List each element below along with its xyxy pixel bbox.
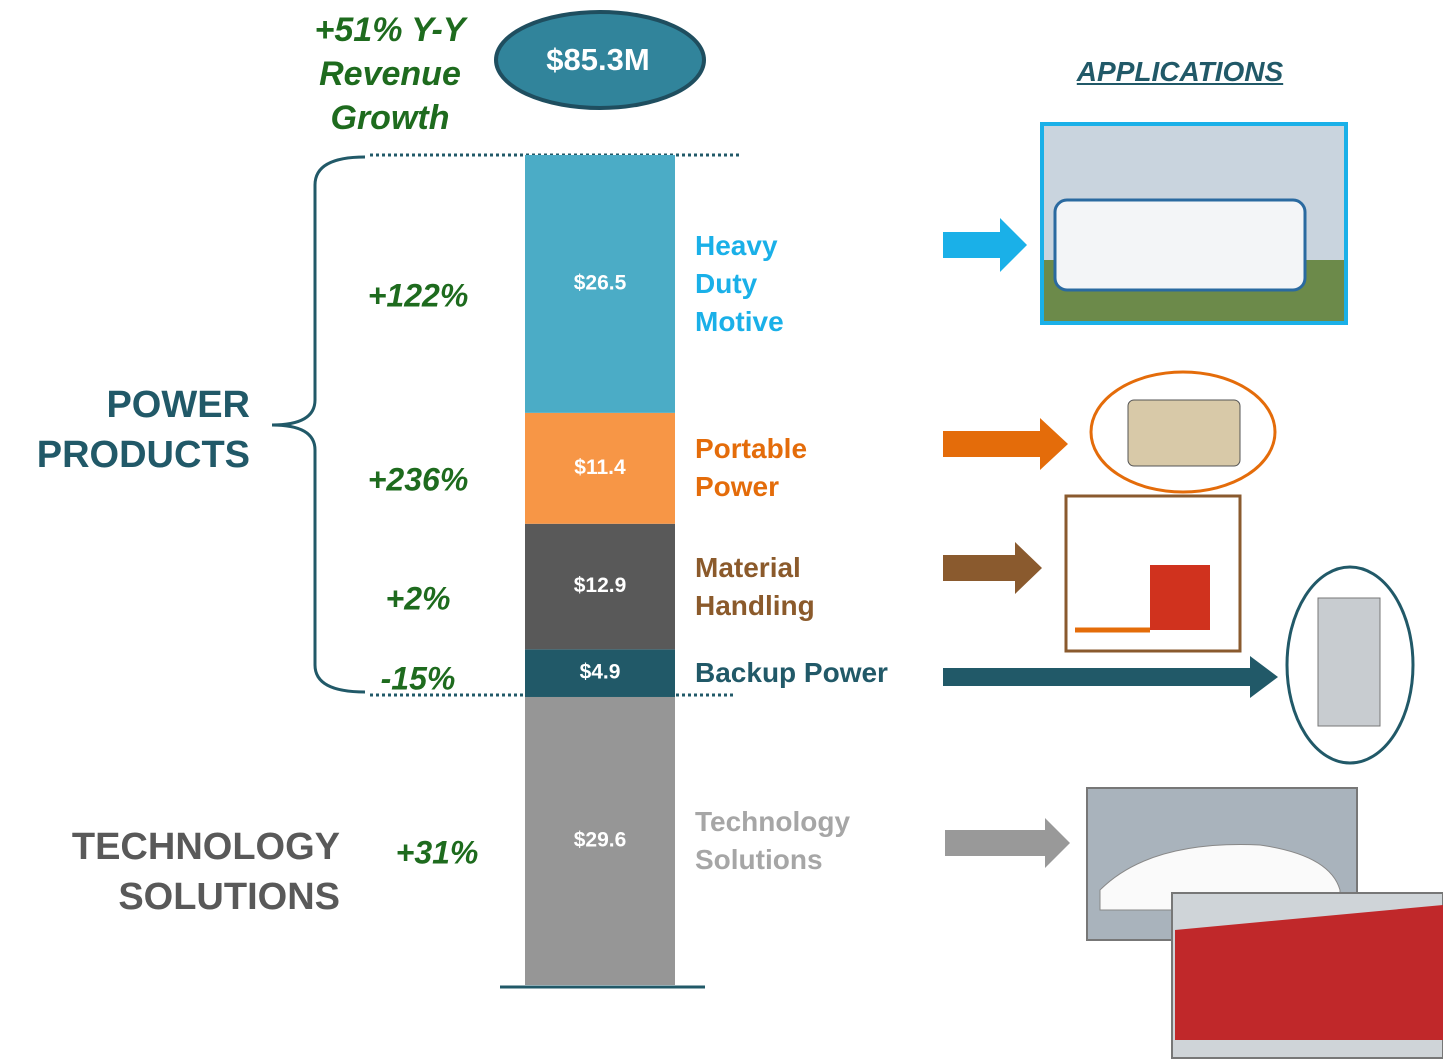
group-label: POWER PRODUCTS bbox=[36, 384, 250, 476]
value-label: $26.5 bbox=[574, 271, 627, 294]
bar-segment bbox=[525, 155, 675, 413]
total-bubble bbox=[494, 10, 706, 110]
arrow bbox=[943, 418, 1068, 470]
segment-label: Material Handling bbox=[695, 551, 815, 621]
growth-label: +236% bbox=[367, 461, 469, 498]
bar-segment bbox=[525, 696, 675, 985]
growth-label: +2% bbox=[385, 580, 451, 617]
segment-label: Backup Power bbox=[695, 657, 888, 689]
bar-segment bbox=[525, 523, 675, 650]
segment-label: Technology Solutions bbox=[695, 805, 851, 875]
portable-device bbox=[1127, 399, 1241, 467]
group-label: TECHNOLOGY SOLUTIONS bbox=[71, 826, 340, 918]
stacked-bar: $29.6 $4.9 $12.9 $11.4 $26.5 bbox=[525, 155, 675, 985]
segment-label: Portable Power bbox=[695, 433, 808, 503]
bracket bbox=[271, 155, 366, 694]
value-label: $29.6 bbox=[574, 829, 627, 852]
value-label: $11.4 bbox=[574, 456, 626, 479]
segment-label: Heavy Duty Motive bbox=[695, 229, 784, 337]
tram-body bbox=[1175, 905, 1443, 1040]
growth-headline: +51% Y-Y Revenue Growth bbox=[314, 11, 466, 137]
value-label: $12.9 bbox=[574, 574, 627, 597]
arrow bbox=[945, 818, 1070, 868]
applications-heading: APPLICATIONS bbox=[1076, 56, 1284, 87]
arrow bbox=[943, 218, 1027, 272]
growth-label: -15% bbox=[380, 660, 456, 697]
total: $85.3M bbox=[546, 42, 649, 77]
backup-cabinet bbox=[1317, 597, 1381, 727]
value-label: $4.9 bbox=[580, 661, 621, 684]
growth-label: +31% bbox=[395, 834, 479, 871]
growth-label: +122% bbox=[367, 277, 469, 314]
bus-body bbox=[1053, 198, 1307, 292]
bar-segment bbox=[525, 649, 675, 697]
arrow bbox=[943, 656, 1278, 698]
forklift-body bbox=[1150, 565, 1210, 630]
bar-segment bbox=[525, 412, 675, 524]
arrow bbox=[943, 542, 1042, 594]
